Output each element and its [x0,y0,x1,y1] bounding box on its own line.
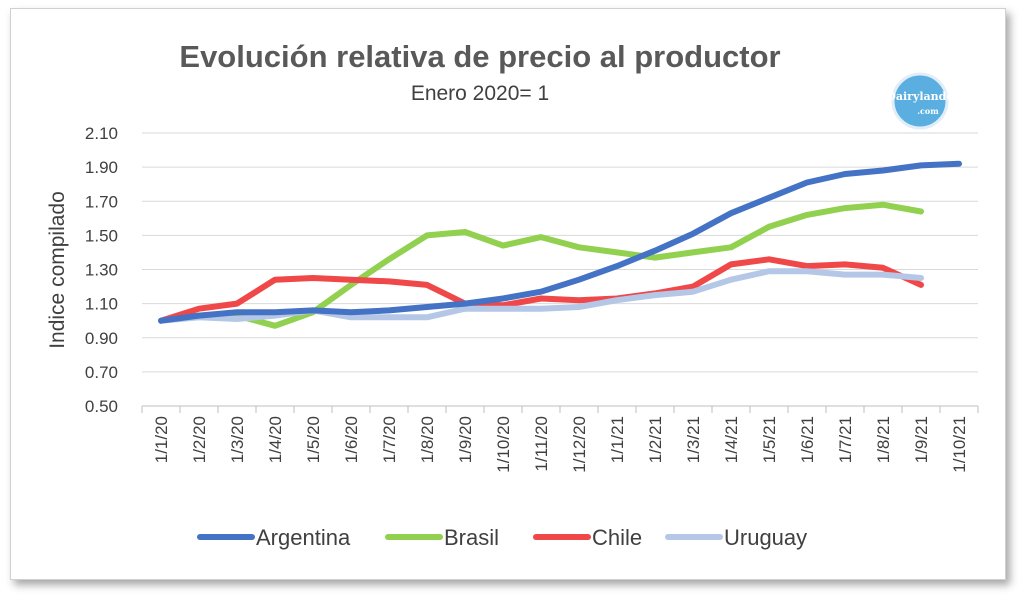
x-tick-label: 1/12/20 [570,416,589,473]
y-tick-label: 1.30 [85,261,118,280]
x-tick-label: 1/8/20 [418,416,437,463]
x-tick-label: 1/5/20 [304,416,323,463]
x-tick-label: 1/6/21 [798,416,817,463]
x-axis [141,405,979,413]
x-tick-label: 1/2/21 [646,416,665,463]
y-tick-label: 0.70 [85,363,118,382]
series-line-chile [158,256,924,324]
x-tick-label: 1/7/21 [836,416,855,463]
y-tick-label: 1.50 [85,226,118,245]
x-tick-label: 1/4/21 [722,416,741,463]
y-tick-label: 0.90 [85,329,118,348]
x-tick-label: 1/9/21 [912,416,931,463]
x-tick-label: 1/10/20 [494,416,513,473]
chart-frame [10,8,1006,580]
legend-label-argentina: Argentina [256,525,351,550]
y-tick-label: 1.90 [85,158,118,177]
y-axis-label: Indice compilado [46,191,69,349]
legend-label-chile: Chile [592,525,642,550]
series-lines [158,160,962,329]
x-tick-label: 1/3/21 [684,416,703,463]
series-line-argentina [158,160,962,324]
y-tick-label: 1.10 [85,295,118,314]
legend-label-uruguay: Uruguay [724,525,807,550]
logo-badge [891,72,949,130]
x-tick-label: 1/2/20 [190,416,209,463]
legend: Argentina Brasil Chile Uruguay [197,525,807,550]
x-axis-ticks: 1/1/20 1/2/20 1/3/20 1/4/20 1/5/20 1/6/20 1/7/… [152,416,969,473]
logo: Dairylando .com [886,72,954,130]
x-tick-label: 1/8/21 [874,416,893,463]
y-tick-label: 2.10 [85,124,118,143]
chart-title: Evolución relativa de precio al producto… [179,39,780,74]
y-tick-label: 0.50 [85,397,118,416]
x-tick-label: 1/3/20 [228,416,247,463]
x-tick-label: 1/11/20 [532,416,551,471]
x-tick-label: 1/7/20 [380,416,399,463]
y-axis-ticks: 0.50 0.70 0.90 1.10 1.30 1.50 1.70 1.90 2.10 [85,124,118,416]
logo-text-top: Dairylando [886,90,953,103]
x-tick-label: 1/6/20 [342,416,361,463]
x-tick-label: 1/10/21 [950,416,969,473]
x-tick-label: 1/5/21 [760,416,779,463]
gridlines [142,132,978,373]
x-tick-label: 1/9/20 [456,416,475,463]
x-tick-label: 1/1/21 [608,416,627,463]
logo-text-bottom: .com [917,106,939,116]
legend-label-brasil: Brasil [444,525,499,550]
x-tick-label: 1/1/20 [152,416,171,463]
y-tick-label: 1.70 [85,192,118,211]
x-tick-label: 1/4/20 [266,416,285,463]
series-line-brasil [158,201,924,329]
chart-subtitle: Enero 2020= 1 [411,82,549,105]
